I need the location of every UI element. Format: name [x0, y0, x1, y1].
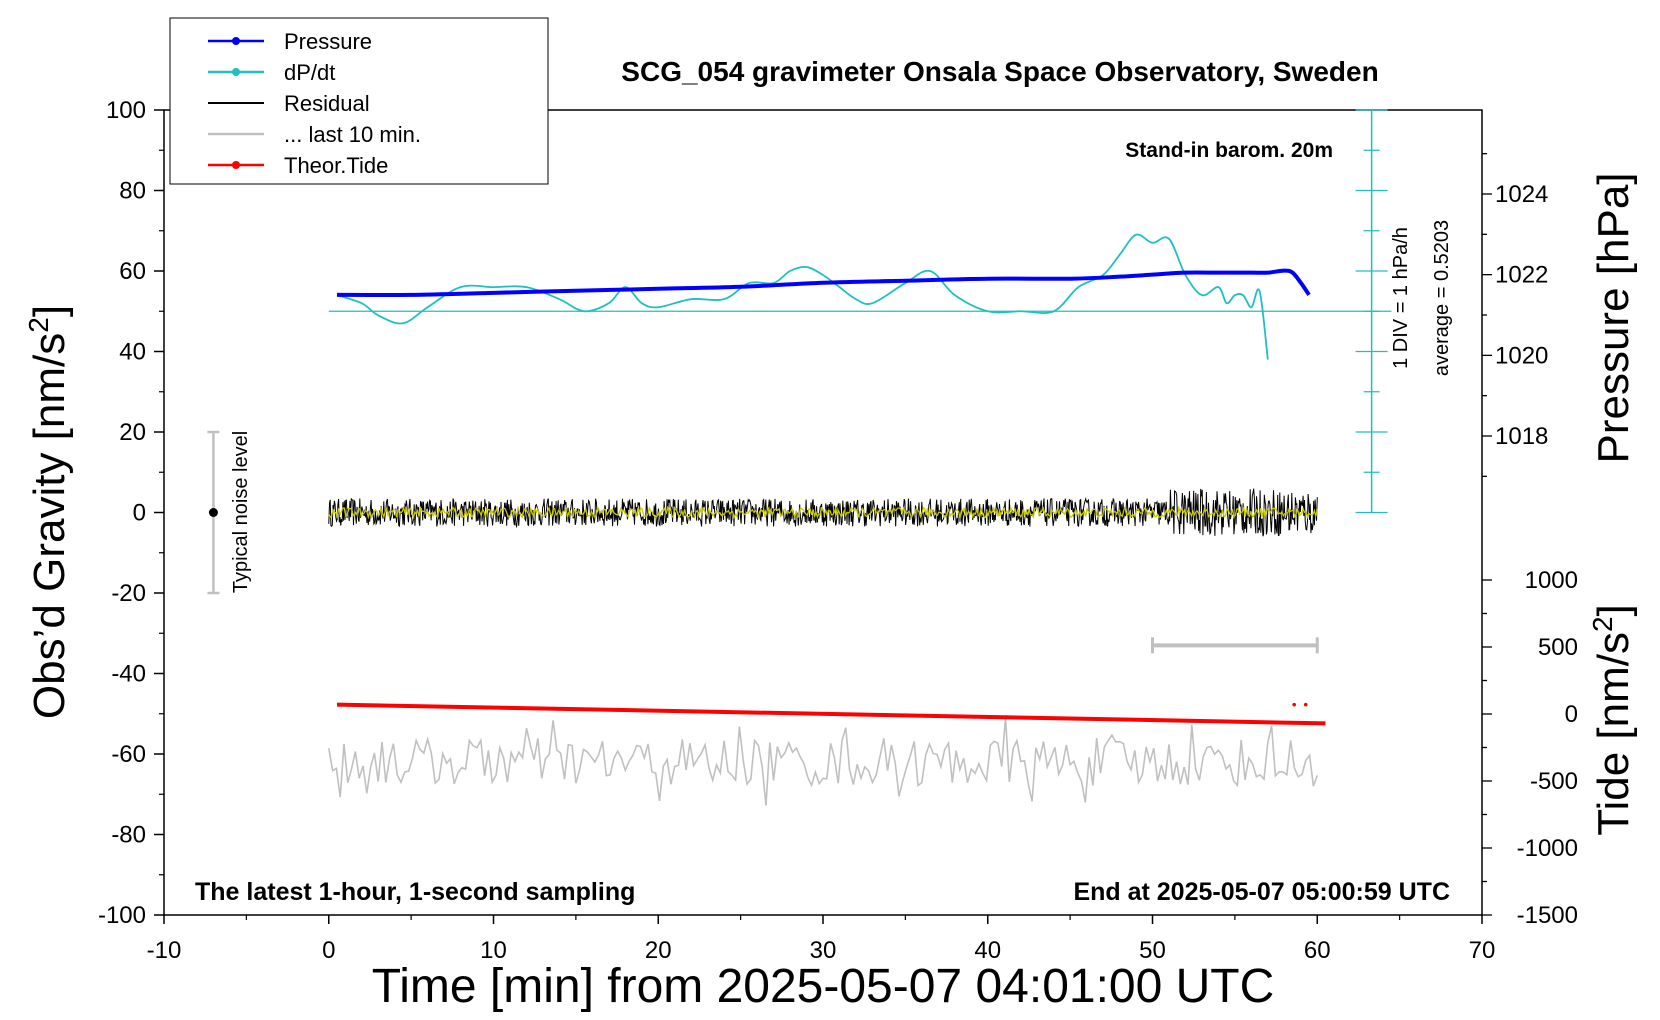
legend-marker — [232, 37, 240, 45]
barometer-note: Stand-in barom. 20m — [1125, 139, 1333, 162]
x-tick-label: -10 — [147, 937, 182, 964]
tide-tick-label: 1000 — [1525, 567, 1578, 594]
x-tick-label: 60 — [1304, 937, 1331, 964]
pressure-tick-label: 1018 — [1495, 423, 1548, 450]
x-tick-label: 50 — [1139, 937, 1166, 964]
legend-box — [169, 17, 549, 185]
legend-label: Residual — [284, 91, 370, 116]
tide-tick-label: -1000 — [1517, 835, 1578, 862]
y-tick-label: 100 — [106, 97, 146, 124]
bottom-left-note: The latest 1-hour, 1-second sampling — [195, 878, 635, 906]
x-tick-label: 20 — [645, 937, 672, 964]
residual-line — [328, 488, 1318, 537]
tide-tick-label: -1500 — [1517, 902, 1578, 929]
tide-tick-label: 0 — [1565, 701, 1578, 728]
y-tick-label: -20 — [111, 580, 146, 607]
y-tick-label: 80 — [119, 178, 146, 205]
y-tick-label: -40 — [111, 661, 146, 688]
chart-marks — [207, 109, 1392, 806]
y-axis-label-tide: Tide [nm/s2] — [1587, 604, 1638, 836]
y-tick-label: 0 — [133, 500, 146, 527]
legend-marker — [232, 161, 240, 169]
y-tick-label: -80 — [111, 822, 146, 849]
div-label: 1 DIV = 1 hPa/h — [1390, 227, 1412, 369]
y-tick-label: -60 — [111, 741, 146, 768]
y-tick-label: 60 — [119, 258, 146, 285]
dpdt-line — [336, 233, 1269, 360]
tide-tick-label: 500 — [1538, 634, 1578, 661]
last10-line — [328, 716, 1319, 806]
legend-label: ... last 10 min. — [284, 122, 421, 147]
x-tick-label: 70 — [1469, 937, 1496, 964]
noise-bar-center — [208, 508, 218, 517]
y-axis-label-pressure: Pressure [hPa] — [1589, 172, 1638, 463]
pressure-tick-label: 1024 — [1495, 181, 1548, 208]
y-tick-label: 40 — [119, 339, 146, 366]
axis-ticks: -10 0 10 20 30 40 50 60 70100806040200-20-40-60-… — [98, 97, 1578, 964]
x-tick-label: 40 — [974, 937, 1001, 964]
chart-title: SCG_054 gravimeter Onsala Space Observat… — [621, 56, 1378, 87]
average-label: average = 0.5203 — [1431, 220, 1453, 376]
tide-tick-label: -500 — [1530, 768, 1578, 795]
y-axis-label-left: Obs’d Gravity [nm/s2] — [23, 305, 74, 719]
y-tick-label: -100 — [98, 902, 146, 929]
legend: Pressure dP/dt Residual ... last 10 min. The… — [169, 17, 549, 185]
pressure-tick-label: 1020 — [1495, 342, 1548, 369]
tide-dot — [1292, 702, 1296, 707]
pressure-line — [336, 268, 1311, 297]
legend-label: Theor.Tide — [284, 153, 388, 178]
x-tick-label: 0 — [322, 937, 335, 964]
pressure-tick-label: 1022 — [1495, 262, 1548, 289]
x-axis-label: Time [min] from 2025-05-07 04:01:00 UTC — [372, 960, 1275, 1013]
tide-dot — [1303, 702, 1308, 707]
legend-label: dP/dt — [284, 60, 335, 85]
legend-items: Pressure dP/dt Residual ... last 10 min. The… — [208, 29, 421, 178]
bottom-right-note: End at 2025-05-07 05:00:59 UTC — [1073, 878, 1450, 906]
residual-smoothed-line — [328, 505, 1318, 520]
legend-marker — [232, 68, 240, 76]
x-tick-label: 30 — [810, 937, 837, 964]
legend-label: Pressure — [284, 29, 372, 54]
noise-label: Typical noise level — [230, 431, 252, 593]
x-tick-label: 10 — [480, 937, 507, 964]
y-tick-label: 20 — [119, 419, 146, 446]
tide-line — [336, 702, 1326, 726]
